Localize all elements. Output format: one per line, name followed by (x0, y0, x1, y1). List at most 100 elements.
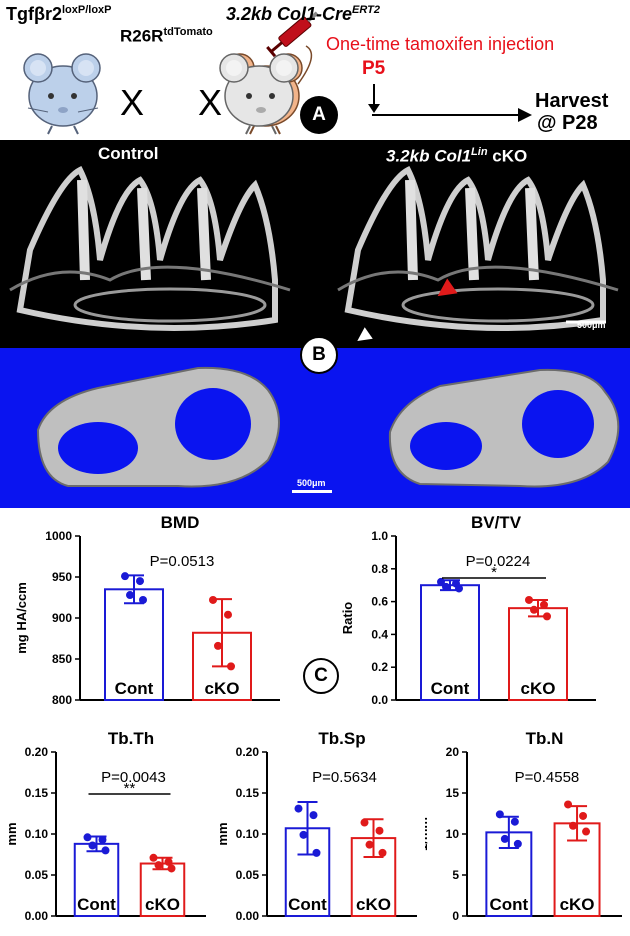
tbsp-point-cont-3 (312, 848, 321, 857)
bmd-pvalue: P=0.0513 (150, 553, 215, 570)
bvtv-category-cont: Cont (431, 679, 470, 698)
render-cko-image (388, 368, 620, 488)
harvest-line1: Harvest (535, 90, 609, 112)
tbn-point-cont-0 (495, 810, 504, 819)
harvest-line2: @ P28 (537, 112, 598, 134)
microct-cko-title-sup: Lin (471, 146, 488, 158)
tbsp-point-cont-2 (299, 830, 308, 839)
bmd-category-cko: cKO (205, 679, 240, 698)
mouse1-genotype-main: Tgfβr2 (6, 4, 62, 24)
tbsp-ytick-label-0: 0.00 (236, 909, 260, 923)
panel-c-label: C (303, 658, 339, 694)
tbn-category-cont: Cont (489, 895, 528, 914)
tbn-ytick-label-1: 5 (452, 868, 459, 882)
mouse2-genotype-sup: tdTomato (163, 26, 213, 38)
bmd-point-cont-0 (121, 572, 129, 581)
bmd-ytick-label-2: 900 (52, 611, 72, 625)
bvtv-point-cont-3 (455, 584, 463, 593)
bmd-point-cont-1 (136, 577, 144, 586)
microct-scale-label: 500μm (577, 320, 606, 330)
harvest-label: Harvest @ P28 (535, 90, 608, 134)
tbth-pvalue: P=0.0043 (101, 769, 166, 786)
tbsp-title: Tb.Sp (318, 729, 365, 748)
mouse-grey-body-icon (224, 65, 294, 127)
bvtv-ytick-label-1: 0.2 (371, 660, 388, 674)
chart-tbsp: Tb.Sp 0.00 0.05 0.10 0.15 0.20 mm Cont cKO P=0.56… (215, 729, 417, 923)
bvtv-point-cont-0 (437, 577, 445, 586)
bvtv-point-cko-0 (525, 595, 533, 604)
bvtv-ytick-label-2: 0.4 (371, 627, 388, 641)
tbn-ytick-label-0: 0 (452, 909, 459, 923)
tbn-ytick-label-2: 10 (446, 827, 460, 841)
bmd-point-cko-2 (214, 641, 222, 650)
tbth-point-cont-2 (88, 841, 97, 850)
tbsp-point-cont-0 (294, 804, 303, 813)
bmd-point-cont-3 (139, 595, 147, 604)
panel-a: Tgfβr2loxP/loxP R26RtdTomato 3.2kb Col1-… (0, 0, 630, 140)
bvtv-point-cko-2 (530, 605, 538, 614)
bmd-ytick-label-4: 1000 (45, 529, 72, 543)
microct-cko-title-suffix: cKO (487, 146, 528, 166)
tbth-category-cont: Cont (77, 895, 116, 914)
tbth-point-cont-3 (101, 846, 110, 855)
tbsp-ytick-label-1: 0.05 (236, 868, 260, 882)
bmd-point-cko-3 (227, 662, 235, 671)
bmd-ytick-label-1: 850 (52, 652, 72, 666)
tbn-point-cko-0 (564, 800, 573, 809)
injection-text: One-time tamoxifen injection (326, 34, 555, 54)
mouse3-genotype-main: 3.2kb Col1-Cre (226, 4, 353, 24)
tbsp-point-cko-0 (360, 818, 369, 827)
tbth-point-cko-3 (167, 864, 176, 873)
bvtv-point-cko-1 (540, 600, 548, 609)
panel-b-microct: Control 3.2kb Col1Lin cKO 500μm (0, 140, 630, 348)
tbn-ylabel: 1/mm (425, 817, 430, 851)
microct-left-image (9, 165, 291, 331)
tbsp-point-cko-3 (378, 848, 387, 857)
chart-bvtv: BV/TV 0.0 0.2 0.4 0.6 0.8 1.0 Ratio Cont cKO P=0.0… (340, 513, 596, 707)
microct-cko-title-main: 3.2kb Col1 (386, 146, 472, 166)
bvtv-point-cko-3 (543, 612, 551, 621)
tbn-category-cko: cKO (560, 895, 595, 914)
tbth-point-cont-1 (98, 835, 107, 844)
tbth-title: Tb.Th (108, 729, 154, 748)
mouse-breeding-illustration (23, 11, 532, 135)
microct-control-title: Control (98, 144, 159, 163)
bmd-title: BMD (161, 513, 200, 532)
tbsp-ytick-label-4: 0.20 (236, 745, 260, 759)
tbn-point-cko-2 (569, 821, 578, 830)
mouse1-genotype: Tgfβr2loxP/loxP (6, 4, 112, 25)
bvtv-ytick-label-3: 0.6 (371, 595, 388, 609)
tbsp-pvalue: P=0.5634 (312, 769, 377, 786)
panel-b-render: 500μm (0, 348, 630, 508)
bvtv-category-cko: cKO (521, 679, 556, 698)
bmd-category-cont: Cont (115, 679, 154, 698)
bmd-ytick-label-3: 950 (52, 570, 72, 584)
bmd-ylabel: mg HA/ccm (14, 582, 29, 654)
tbn-title: Tb.N (526, 729, 564, 748)
tbn-point-cont-2 (500, 834, 509, 843)
mouse2-genotype: R26RtdTomato (120, 26, 213, 47)
tbsp-ylabel: mm (215, 822, 230, 845)
bmd-point-cko-0 (209, 595, 217, 604)
bvtv-point-cont-2 (442, 582, 450, 591)
bvtv-pvalue: P=0.0224 (466, 553, 531, 570)
microct-right-image (337, 165, 619, 331)
bmd-point-cont-2 (126, 591, 134, 600)
tbth-significance: ** (124, 780, 136, 797)
bvtv-ytick-label-0: 0.0 (371, 693, 388, 707)
tbth-ytick-label-0: 0.00 (25, 909, 49, 923)
tbn-point-cko-1 (579, 811, 588, 820)
tbn-point-cont-1 (510, 817, 519, 826)
chart-tbn: Tb.N 0 5 10 15 20 1/mm Cont cKO P=0.4558 (425, 729, 622, 923)
cross-symbol-2: X (198, 82, 223, 123)
tbsp-point-cont-1 (309, 811, 318, 820)
mouse-loxp-icon (23, 53, 101, 135)
tbsp-point-cko-1 (375, 826, 384, 835)
tbsp-ytick-label-3: 0.15 (236, 786, 260, 800)
tbth-point-cko-0 (149, 853, 158, 862)
mouse3-genotype: 3.2kb Col1-CreERT2 (226, 4, 380, 25)
tbn-pvalue: P=0.4558 (515, 769, 580, 786)
bmd-ytick-label-0: 800 (52, 693, 72, 707)
render-scale-label: 500μm (297, 478, 326, 488)
tbsp-category-cont: Cont (288, 895, 327, 914)
